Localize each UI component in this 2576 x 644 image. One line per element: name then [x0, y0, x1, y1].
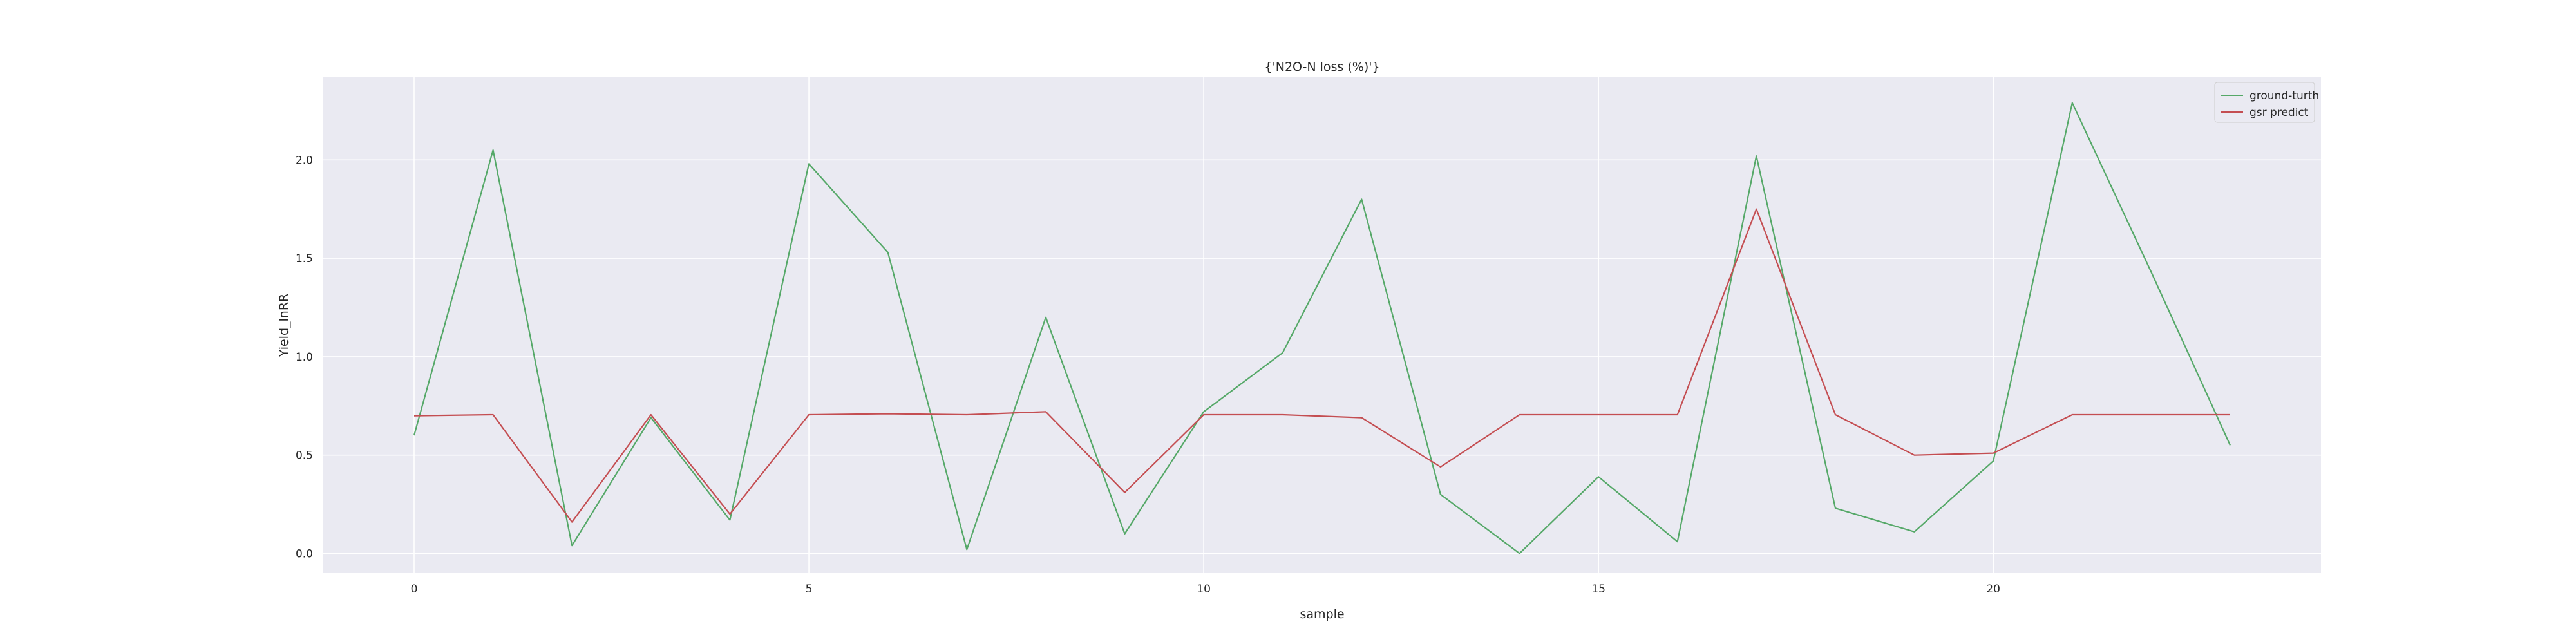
y-tick-label: 0.5: [296, 450, 313, 462]
x-tick-label: 20: [1986, 583, 2000, 596]
x-tick-label: 10: [1197, 583, 1211, 596]
legend: ground-turth gsr predict: [2214, 82, 2319, 123]
y-tick-label: 2.0: [296, 154, 313, 167]
series-lines: [413, 102, 2231, 554]
legend-label-prediction: gsr predict: [2249, 106, 2309, 119]
y-tick-label: 1.0: [296, 351, 313, 364]
x-tick-label: 0: [411, 583, 418, 596]
x-tick-label: 15: [1591, 583, 1605, 596]
x-tick-label: 5: [806, 583, 813, 596]
chart-title: {'N2O-N loss (%)'}: [1264, 60, 1379, 74]
series-line-prediction: [413, 208, 2230, 523]
grid-lines: [323, 77, 2321, 573]
y-tick-label: 1.5: [296, 252, 313, 265]
plot-background: [323, 77, 2321, 573]
x-axis-label: sample: [1300, 607, 1344, 621]
y-axis-label: Yield_lnRR: [277, 294, 291, 357]
legend-label-ground-truth: ground-turth: [2249, 90, 2319, 102]
series-line-ground-truth: [413, 102, 2231, 554]
tick-labels: 0 5 10 15 20 0.0 0.5 1.0 1.5 2.0: [296, 154, 2000, 596]
y-tick-label: 0.0: [296, 547, 313, 560]
